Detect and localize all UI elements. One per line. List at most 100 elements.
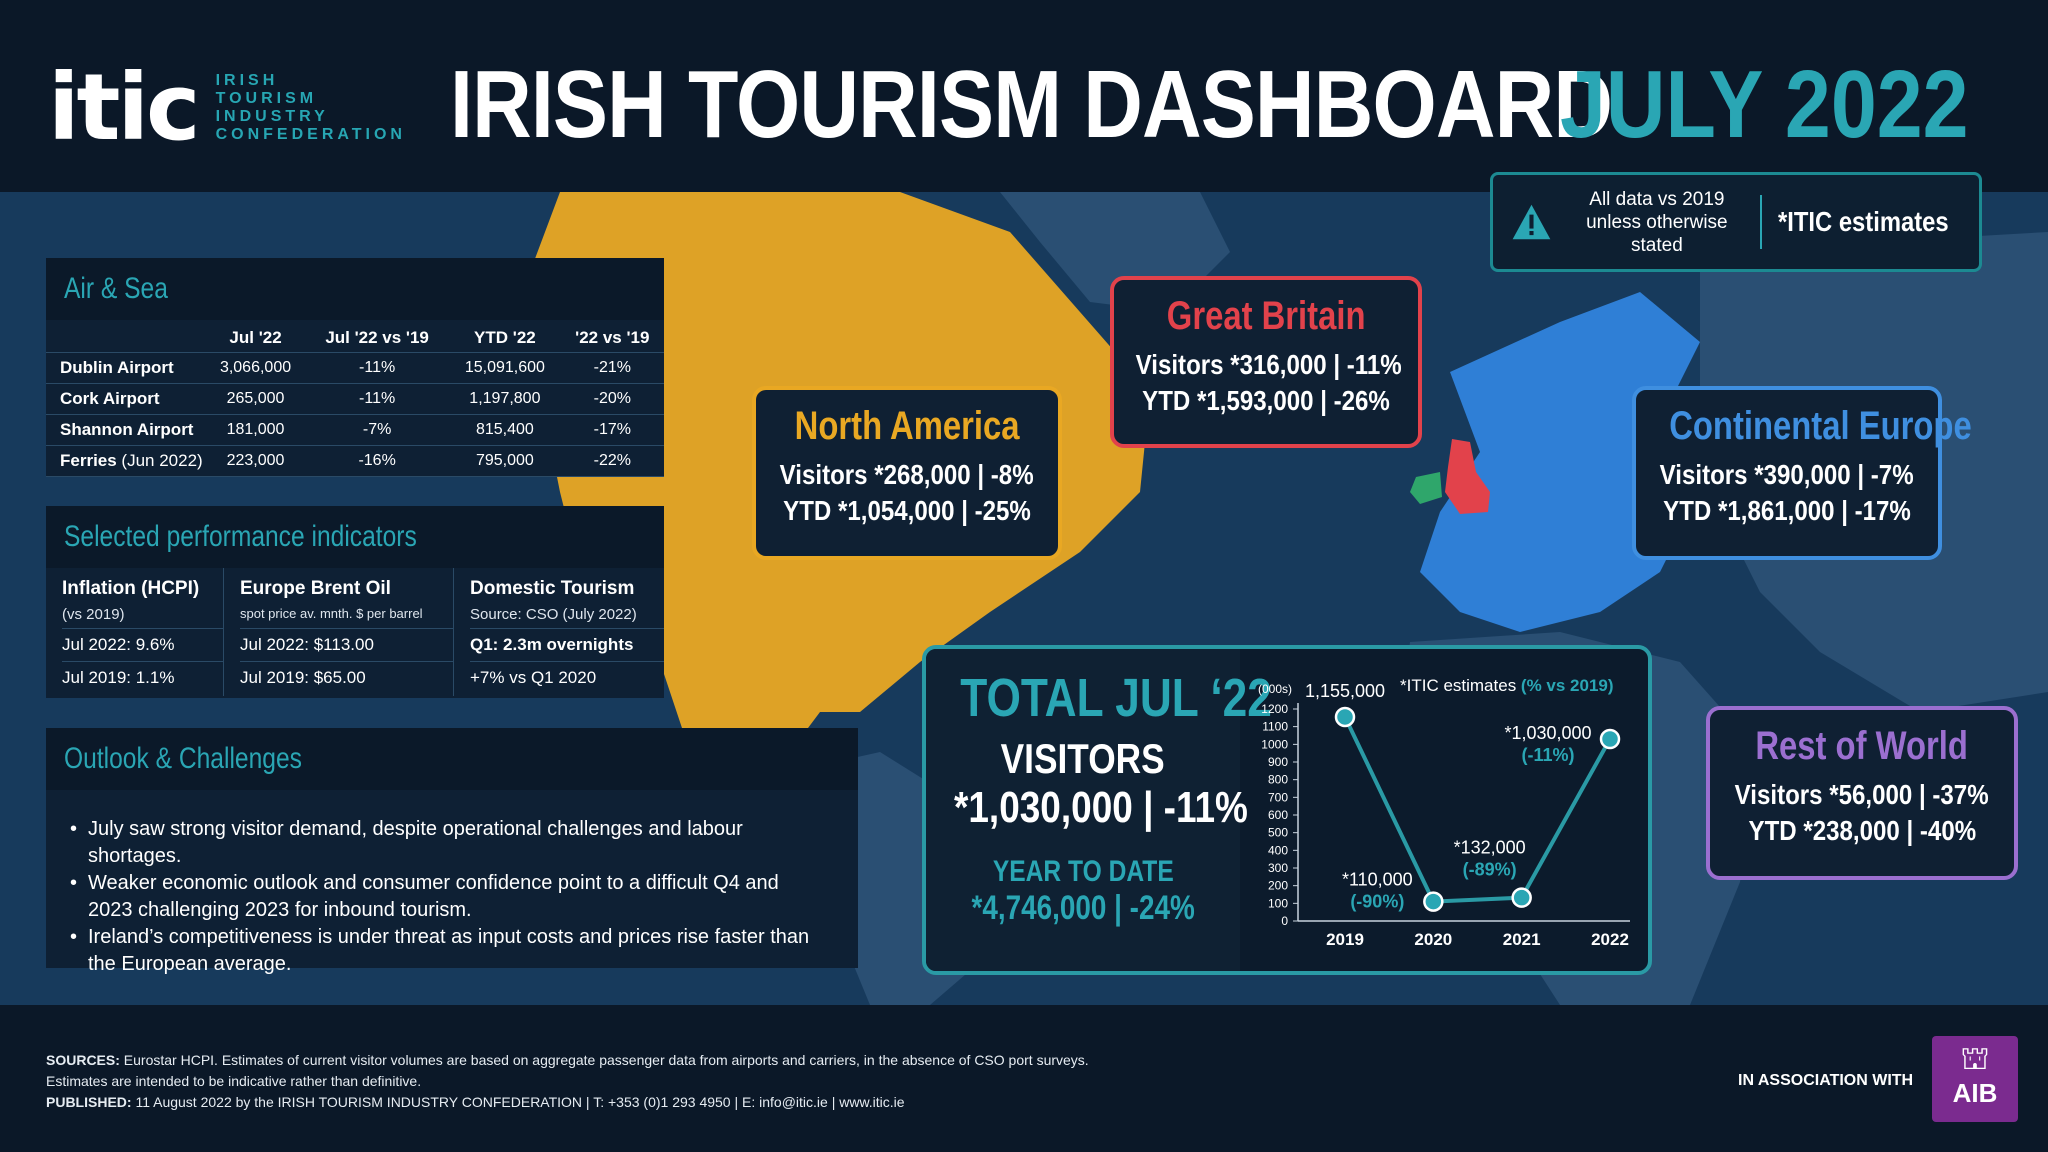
great-britain-card: Great Britain Visitors *316,000 | -11% Y…	[1110, 276, 1422, 448]
kpi-value: +7% vs Q1 2020	[470, 661, 664, 694]
rest-of-world-card: Rest of World Visitors *56,000 | -37% YT…	[1706, 706, 2018, 880]
air-sea-panel: Air & Sea Jul '22 Jul '22 vs '19 YTD '22…	[46, 258, 664, 477]
table-cell: 3,066,000	[206, 352, 306, 384]
y-tick-label: 100	[1268, 896, 1288, 910]
published-body: 11 August 2022 by the IRISH TOURISM INDU…	[135, 1094, 905, 1110]
series-line	[1343, 716, 1612, 904]
table-cell: 265,000	[206, 383, 306, 415]
domestic-column: Domestic Tourism Source: CSO (July 2022)…	[454, 568, 664, 696]
aib-logo: ⛫ AIB	[1932, 1036, 2018, 1122]
outlook-list: July saw strong visitor demand, despite …	[46, 790, 858, 978]
page-title: IRISH TOURISM DASHBOARD	[450, 51, 1613, 158]
list-item: Weaker economic outlook and consumer con…	[70, 870, 828, 924]
card-visitors: Visitors *316,000 | -11%	[1135, 349, 1402, 380]
total-summary: TOTAL JUL ‘22 VISITORS *1,030,000 | -11%…	[926, 649, 1272, 971]
kpi-subtitle: Source: CSO (July 2022)	[470, 606, 637, 623]
x-tick-label: 2021	[1503, 930, 1541, 949]
inflation-column: Inflation (HCPI) (vs 2019) Jul 2022: 9.6…	[46, 568, 224, 696]
air-sea-table: Jul '22 Jul '22 vs '19 YTD '22 '22 vs '1…	[46, 322, 664, 477]
y-tick-label: 300	[1268, 861, 1288, 875]
chart-note-highlight: (% vs 2019)	[1521, 676, 1614, 695]
total-title: TOTAL JUL ‘22	[960, 668, 1272, 728]
data-point	[1423, 891, 1444, 912]
table-cell: 1,197,800	[449, 383, 561, 415]
kpi-value: Jul 2019: 1.1%	[62, 661, 223, 694]
column-header: '22 vs '19	[560, 322, 664, 353]
kpi-subtitle: spot price av. mnth. $ per barrel	[240, 606, 423, 621]
row-label: Dublin Airport	[46, 352, 206, 384]
table-cell: -20%	[560, 383, 664, 415]
logo-word-4: CONFEDERATION	[215, 126, 406, 143]
card-title: North America	[794, 404, 1020, 448]
card-ytd: YTD *1,054,000 | -25%	[783, 495, 1031, 526]
logo-words: IRISH TOURISM INDUSTRY CONFEDERATION	[216, 72, 406, 144]
table-cell: -16%	[305, 445, 450, 477]
data-point	[1334, 706, 1356, 728]
footer-bar	[0, 1005, 2048, 1152]
indicators-heading: Selected performance indicators	[46, 506, 664, 568]
row-label-text: Shannon Airport	[60, 420, 194, 439]
indicative-note: Estimates are intended to be indicative …	[46, 1073, 422, 1089]
card-title: Continental Europe	[1669, 404, 1972, 448]
kpi-title: Inflation (HCPI)	[62, 578, 200, 599]
x-tick-label: 2020	[1414, 930, 1452, 949]
kpi-title: Domestic Tourism	[470, 578, 635, 599]
logo-mark: itic	[48, 54, 201, 161]
sources-text: SOURCES: Eurostar HCPI. Estimates of cur…	[46, 1050, 1089, 1113]
card-ytd: YTD *1,861,000 | -17%	[1663, 495, 1911, 526]
card-ytd: YTD *1,593,000 | -26%	[1142, 385, 1390, 416]
card-title: Rest of World	[1755, 724, 1969, 768]
table-cell: 795,000	[449, 445, 561, 477]
kpi-title: Europe Brent Oil	[240, 578, 391, 599]
y-tick-label: 600	[1268, 808, 1288, 822]
data-label: *1,030,000	[1504, 723, 1591, 743]
x-tick-label: 2022	[1591, 930, 1629, 949]
disclaimer-divider	[1759, 195, 1763, 249]
y-axis-label: (000s)	[1258, 682, 1292, 696]
y-tick-label: 700	[1268, 790, 1288, 804]
table-row: Dublin Airport 3,066,000 -11% 15,091,600 -21…	[46, 352, 664, 384]
data-label: *110,000	[1342, 870, 1413, 890]
card-title: Great Britain	[1166, 294, 1366, 338]
card-visitors: Visitors *268,000 | -8%	[780, 459, 1034, 490]
kpi-subtitle: (vs 2019)	[62, 606, 125, 623]
sources-body: Eurostar HCPI. Estimates of current visi…	[123, 1052, 1089, 1068]
row-label-sub: (Jun 2022)	[116, 451, 203, 470]
y-tick-label: 0	[1281, 914, 1288, 928]
header-bar	[0, 0, 2048, 192]
data-point	[1599, 728, 1621, 750]
logo-word-3: INDUSTRY	[215, 108, 329, 125]
oil-column: Europe Brent Oil spot price av. mnth. $ …	[224, 568, 454, 696]
y-tick-label: 500	[1268, 826, 1288, 840]
row-label: Cork Airport	[46, 383, 206, 415]
outlook-panel: Outlook & Challenges July saw strong vis…	[46, 728, 858, 975]
estimates-note: *ITIC estimates	[1778, 206, 1949, 237]
kpi-value: Jul 2022: $113.00	[240, 628, 453, 661]
indicators-grid: Inflation (HCPI) (vs 2019) Jul 2022: 9.6…	[46, 568, 664, 696]
continental-europe-card: Continental Europe Visitors *390,000 | -…	[1632, 386, 1972, 560]
ireland-shape	[1410, 472, 1442, 504]
total-visitors-value: *1,030,000 | -11%	[953, 783, 1248, 832]
table-cell: -17%	[560, 414, 664, 446]
logo-word-2: TOURISM	[215, 90, 318, 107]
y-tick-label: 1000	[1261, 737, 1288, 751]
row-label: Ferries (Jun 2022)	[46, 445, 206, 477]
visitors-chart-wrap: (000s) 0 100 200 300 400 500 600 700 800 900 1000 11…	[1240, 649, 1648, 971]
y-tick-label: 1100	[1262, 720, 1288, 734]
y-tick-label: 900	[1268, 755, 1288, 769]
data-label: *132,000	[1454, 838, 1526, 858]
aib-logo-text: AIB	[1952, 1078, 1998, 1108]
table-cell: 181,000	[206, 414, 306, 446]
card-visitors: Visitors *390,000 | -7%	[1660, 459, 1914, 490]
kpi-value: Jul 2022: 9.6%	[62, 628, 223, 661]
disclaimer-box: All data vs 2019 unless otherwise stated…	[1490, 172, 1982, 272]
row-label: Shannon Airport	[46, 414, 206, 446]
change-label: (-90%)	[1350, 892, 1404, 912]
table-cell: 815,400	[449, 414, 561, 446]
report-date: JULY 2022	[1560, 51, 1969, 158]
y-tick-label: 800	[1268, 773, 1288, 787]
column-header: Jul '22	[206, 322, 306, 353]
row-label-text: Dublin Airport	[60, 358, 174, 377]
table-cell: 15,091,600	[449, 352, 561, 384]
published-label: PUBLISHED:	[46, 1094, 132, 1110]
